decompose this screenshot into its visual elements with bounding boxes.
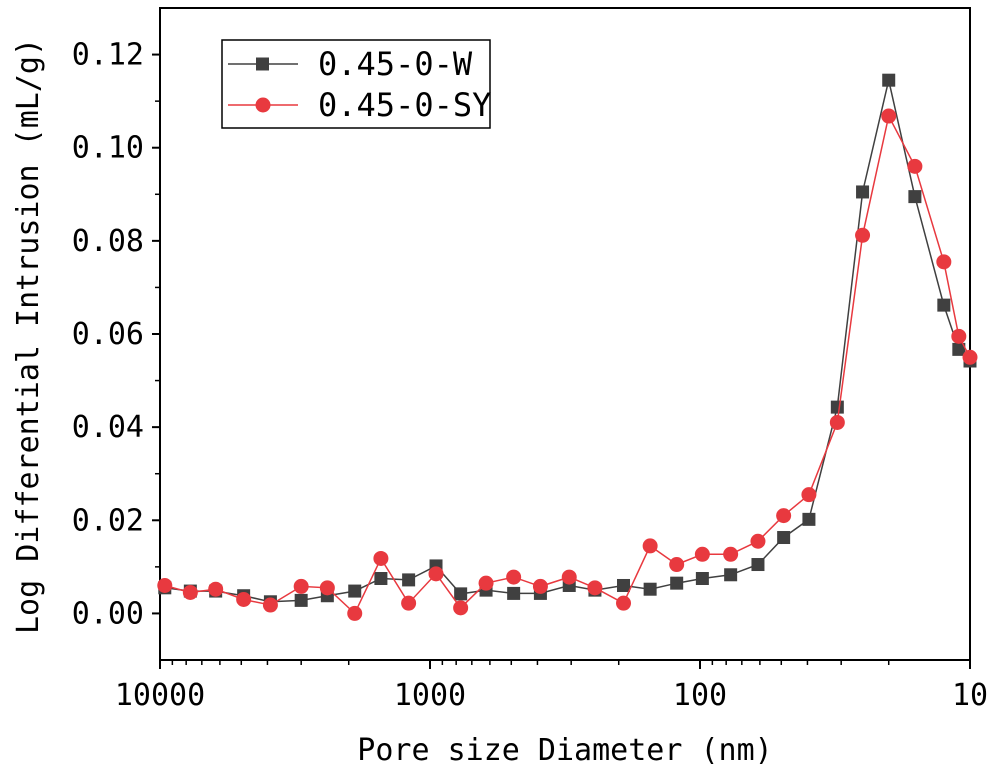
x-tick-label: 100 xyxy=(673,678,727,713)
data-point-square xyxy=(507,586,521,600)
x-tick-label: 1000 xyxy=(394,678,466,713)
data-point-square xyxy=(374,572,388,585)
data-point-circle xyxy=(347,605,363,621)
data-point-circle xyxy=(262,597,278,613)
data-series xyxy=(157,73,978,621)
data-point-circle xyxy=(157,577,173,593)
series-line-1 xyxy=(164,80,971,603)
data-point-circle xyxy=(642,538,658,554)
data-point-circle xyxy=(506,569,522,585)
data-point-square xyxy=(294,593,308,607)
y-tick-label: 0.04 xyxy=(72,410,144,445)
data-point-circle xyxy=(587,580,603,596)
data-point-circle xyxy=(616,595,632,611)
data-point-square xyxy=(617,578,631,592)
data-point-circle xyxy=(907,158,923,174)
x-tick-label: 10000 xyxy=(115,678,205,713)
data-point-circle xyxy=(936,254,952,270)
data-point-square xyxy=(402,573,416,587)
data-point-circle xyxy=(532,578,548,594)
data-point-square xyxy=(777,531,791,545)
data-point-square xyxy=(751,558,765,572)
data-point-circle xyxy=(962,349,978,365)
legend-label: 0.45-0-W xyxy=(318,45,473,83)
data-point-circle xyxy=(319,580,335,596)
data-point-circle xyxy=(801,487,817,503)
data-point-square xyxy=(856,185,870,199)
y-tick-label: 0.08 xyxy=(72,224,144,259)
data-point-square xyxy=(952,342,966,356)
data-point-square xyxy=(454,587,468,601)
data-point-circle xyxy=(401,595,417,611)
data-point-circle xyxy=(855,227,871,243)
data-point-square xyxy=(802,512,816,526)
legend-marker-circle xyxy=(255,97,271,113)
data-point-circle xyxy=(373,550,389,566)
legend: 0.45-0-W0.45-0-SY xyxy=(221,39,491,129)
data-point-circle xyxy=(881,108,897,124)
data-point-circle xyxy=(951,328,967,344)
data-point-circle xyxy=(694,546,710,562)
legend-marker-square xyxy=(256,57,269,71)
data-point-circle xyxy=(478,575,494,591)
data-point-circle xyxy=(669,557,685,573)
legend-box xyxy=(221,39,491,129)
data-point-square xyxy=(695,572,709,585)
data-point-circle xyxy=(561,569,577,585)
x-axis-title: Pore size Diameter (nm) xyxy=(357,733,772,768)
data-point-circle xyxy=(293,578,309,594)
data-point-square xyxy=(830,400,844,414)
y-tick-label: 0.06 xyxy=(72,317,144,352)
y-axis-title: Log Differential Intrusion (mL/g) xyxy=(11,38,46,634)
data-point-circle xyxy=(750,533,766,549)
legend-label: 0.45-0-SY xyxy=(318,86,491,124)
data-point-circle xyxy=(428,566,444,582)
data-point-circle xyxy=(829,414,845,430)
data-point-circle xyxy=(182,584,198,600)
data-point-circle xyxy=(776,508,792,524)
y-tick-label: 0.12 xyxy=(72,38,144,73)
data-point-square xyxy=(937,298,951,312)
data-point-circle xyxy=(236,591,252,607)
data-point-square xyxy=(643,582,657,596)
y-tick-label: 0.02 xyxy=(72,503,144,538)
y-tick-label: 0.10 xyxy=(72,131,144,166)
data-point-square xyxy=(348,584,362,598)
y-tick-label: 0.00 xyxy=(72,596,144,631)
x-tick-label: 10 xyxy=(952,678,988,713)
series-line-2 xyxy=(164,113,971,615)
data-point-square xyxy=(882,73,896,87)
data-point-circle xyxy=(723,546,739,562)
data-point-square xyxy=(908,190,922,204)
data-point-circle xyxy=(208,581,224,597)
data-point-circle xyxy=(453,600,469,616)
data-point-square xyxy=(670,576,684,590)
data-point-square xyxy=(724,568,738,582)
